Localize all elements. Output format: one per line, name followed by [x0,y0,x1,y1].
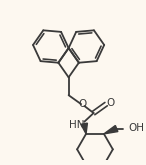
Text: HN: HN [69,120,84,130]
Text: O: O [107,98,115,108]
Polygon shape [81,123,87,134]
Text: O: O [78,99,86,109]
Text: OH: OH [129,123,145,133]
Polygon shape [104,126,118,134]
